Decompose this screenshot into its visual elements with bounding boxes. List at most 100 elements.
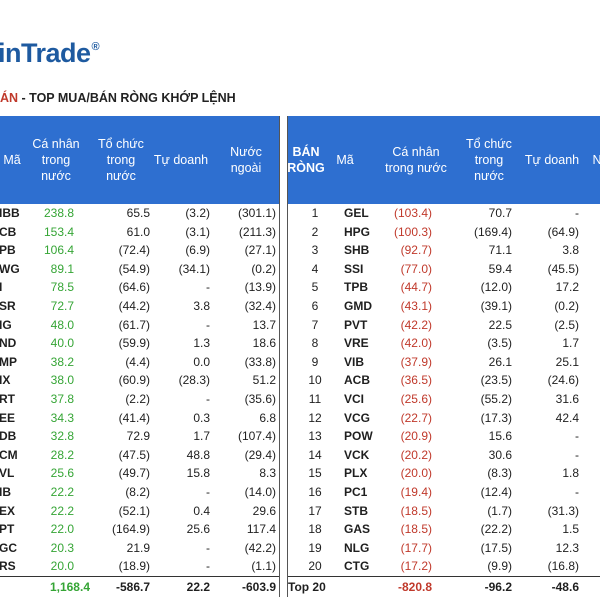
ticker-cell: VRE xyxy=(344,336,369,351)
institution-value: 72.9 xyxy=(126,429,150,444)
individual-value: 238.8 xyxy=(43,206,74,220)
net-buy-total-row: 1,168.4 -586.7 22.2 -603.9 xyxy=(0,575,280,597)
ticker-cell: PB xyxy=(0,243,16,258)
ticker-cell: CTG xyxy=(344,559,370,574)
net-buy-table-header: Mã Cá nhân trong nước Tổ chức trong nước Tự doa… xyxy=(0,116,280,204)
proprietary-value: 0.3 xyxy=(193,410,210,425)
institution-value: (2.2) xyxy=(125,391,150,406)
individual-value: 38.0 xyxy=(50,373,74,388)
header-cell-text: N xyxy=(592,152,600,168)
proprietary-value: (31.3) xyxy=(547,503,579,518)
proprietary-value: 31.6 xyxy=(555,391,579,406)
individual-value: 153.4 xyxy=(43,224,74,239)
individual-value: (43.1) xyxy=(400,298,432,313)
proprietary-value: 1.7 xyxy=(562,336,579,351)
proprietary-value: - xyxy=(206,391,210,406)
report-subtitle: ÁN - TOP MUA/BÁN RÒNG KHỚP LỆNH xyxy=(0,91,236,105)
table-row: PB 106.4 (72.4) (6.9) (27.1) xyxy=(0,241,280,260)
proprietary-value: - xyxy=(206,280,210,295)
ticker-cell: VCI xyxy=(344,391,365,406)
ticker-cell: IG xyxy=(0,317,12,332)
header-line: Tổ chức xyxy=(98,137,144,151)
proprietary-value: (3.2) xyxy=(185,206,210,220)
proprietary-value: 12.3 xyxy=(555,540,579,555)
proprietary-value: (0.2) xyxy=(554,298,579,313)
individual-value: 32.8 xyxy=(50,429,74,444)
institution-value: 21.9 xyxy=(126,540,150,555)
foreign-value: 29.6 xyxy=(252,503,276,518)
institution-value: (60.9) xyxy=(118,373,150,388)
individual-value: 72.7 xyxy=(50,298,74,313)
header-cell-0: Mã xyxy=(0,116,24,204)
logo: inTrade® xyxy=(0,38,100,69)
individual-value: 106.4 xyxy=(43,243,74,258)
individual-value: (36.5) xyxy=(400,373,432,388)
table-row: 5 TPB (44.7) (12.0) 17.2 xyxy=(287,278,600,297)
left-table-right-border xyxy=(279,116,280,597)
individual-value: 22.2 xyxy=(50,484,74,499)
institution-value: 59.4 xyxy=(488,261,512,276)
proprietary-value: - xyxy=(206,484,210,499)
header-cell-text: Cá nhân trong nước xyxy=(385,144,447,176)
foreign-value: (35.6) xyxy=(244,391,276,406)
ticker-cell: POW xyxy=(344,429,373,444)
foreign-value: 51.2 xyxy=(252,373,276,388)
net-sell-total-row: Top 20 -820.8 -96.2 -48.6 xyxy=(287,575,600,597)
foreign-value: 6.8 xyxy=(259,410,276,425)
subtitle-main: - TOP MUA/BÁN RÒNG KHỚP LỆNH xyxy=(18,91,236,105)
table-row: ND 40.0 (59.9) 1.3 18.6 xyxy=(0,334,280,353)
header-cell-text: Cá nhân trong nước xyxy=(32,136,79,184)
header-cell-text: Mã xyxy=(336,152,353,168)
institution-value: (72.4) xyxy=(118,243,150,258)
table-row: VL 25.6 (49.7) 15.8 8.3 xyxy=(0,464,280,483)
institution-value: (1.7) xyxy=(487,503,512,518)
individual-value: (42.0) xyxy=(400,336,432,351)
individual-value: 48.0 xyxy=(50,317,74,332)
ticker-cell: SR xyxy=(0,298,16,313)
header-line: nước xyxy=(106,169,136,183)
table-row: 17 STB (18.5) (1.7) (31.3) xyxy=(287,502,600,521)
subtitle-red-part: ÁN xyxy=(0,91,19,105)
institution-value: (12.0) xyxy=(480,280,512,295)
ticker-cell: NLG xyxy=(344,540,370,555)
institution-value: (64.6) xyxy=(118,280,150,295)
institution-value: (22.2) xyxy=(480,522,512,537)
ticker-cell: CM xyxy=(0,447,18,462)
institution-value: (9.9) xyxy=(487,559,512,574)
net-sell-table-body: 1 GEL (103.4) 70.7 - 2 HPG (100.3) (169.4) (64.9)… xyxy=(287,204,600,576)
table-row: 6 GMD (43.1) (39.1) (0.2) xyxy=(287,297,600,316)
header-cell-2: Cá nhân trong nước xyxy=(373,116,459,204)
proprietary-value: - xyxy=(575,429,579,444)
proprietary-value: - xyxy=(206,540,210,555)
ticker-cell: ACB xyxy=(344,373,370,388)
net-buy-table: Mã Cá nhân trong nước Tổ chức trong nước Tự doa… xyxy=(0,116,280,597)
header-cell-4: Nước ngoài xyxy=(212,116,280,204)
ticker-cell: IBB xyxy=(0,206,20,220)
individual-value: 38.2 xyxy=(50,354,74,369)
ticker-cell: RS xyxy=(0,559,16,574)
institution-value: (17.5) xyxy=(480,540,512,555)
header-cell-text: Tự doanh xyxy=(525,152,579,168)
institution-value: (41.4) xyxy=(118,410,150,425)
table-row: 12 VCG (22.7) (17.3) 42.4 xyxy=(287,409,600,428)
individual-value: (22.7) xyxy=(400,410,432,425)
proprietary-value: - xyxy=(575,206,579,220)
table-row: 4 SSI (77.0) 59.4 (45.5) xyxy=(287,260,600,279)
proprietary-value: 1.5 xyxy=(562,522,579,537)
proprietary-value: (45.5) xyxy=(547,261,579,276)
header-line: BÁN xyxy=(292,145,320,159)
rank-cell: 10 xyxy=(308,373,322,388)
proprietary-value: 15.8 xyxy=(186,466,210,481)
header-line: Mã xyxy=(336,153,354,167)
header-cell-text: Nước ngoài xyxy=(230,144,262,176)
foreign-value: 18.6 xyxy=(252,336,276,351)
individual-value: (20.0) xyxy=(400,466,432,481)
proprietary-value: 48.8 xyxy=(186,447,210,462)
foreign-value: (1.1) xyxy=(251,559,276,574)
logo-registered-mark: ® xyxy=(91,41,100,53)
table-row: WG 89.1 (54.9) (34.1) (0.2) xyxy=(0,260,280,279)
table-row: RS 20.0 (18.9) - (1.1) xyxy=(0,557,280,576)
header-line: nước xyxy=(41,169,71,183)
total-individual: -820.8 xyxy=(397,579,432,594)
table-row: 19 NLG (17.7) (17.5) 12.3 xyxy=(287,539,600,558)
